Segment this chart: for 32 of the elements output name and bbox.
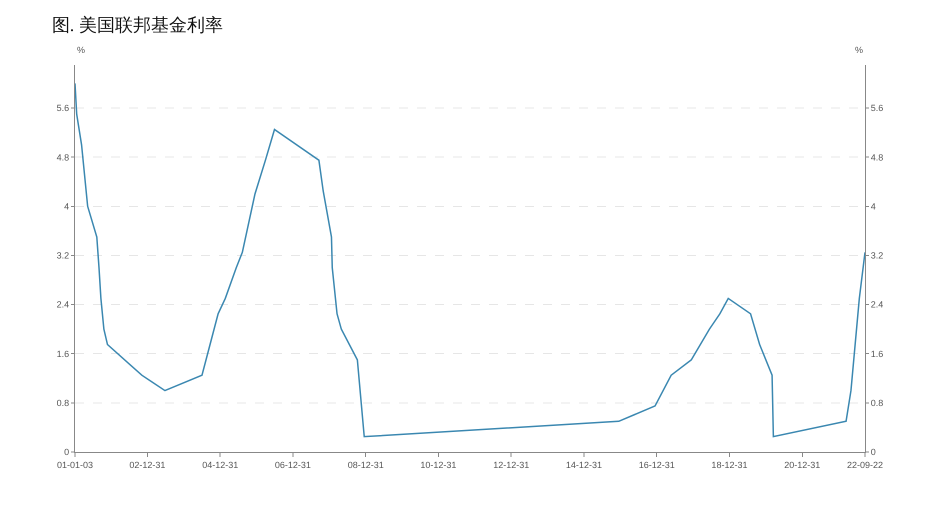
y-tick-label: 2.4 xyxy=(56,300,70,310)
x-tick-label: 12-12-31 xyxy=(493,460,530,470)
y-tick-label: 0.8 xyxy=(56,398,70,408)
line-series xyxy=(75,82,865,438)
y-tick-label: 5.6 xyxy=(56,103,70,114)
x-tick-label: 06-12-31 xyxy=(274,460,311,470)
y2-tick-label: 2.4 xyxy=(870,300,884,310)
y2-tick-label: 3.2 xyxy=(870,250,884,261)
y-tick-label: 4 xyxy=(64,201,70,212)
y-axis-title: % xyxy=(77,45,86,55)
y2-tick-label: 4 xyxy=(870,201,876,212)
x-tick-label: 14-12-31 xyxy=(566,460,602,470)
y2-tick-label: 0 xyxy=(870,447,876,458)
y2-axis-title: % xyxy=(855,45,864,55)
x-tick-label: 20-12-31 xyxy=(784,460,820,470)
y-tick-label: 0 xyxy=(64,447,70,458)
x-tick-label: 16-12-31 xyxy=(638,460,675,470)
x-tick-label: 01-01-03 xyxy=(56,460,94,470)
x-tick-label: 04-12-31 xyxy=(202,460,238,470)
y2-tick-label: 5.6 xyxy=(870,103,884,114)
y-tick-label: 3.2 xyxy=(56,250,70,261)
x-tick-label: 08-12-31 xyxy=(348,460,384,470)
x-tick-label: 22-09-22 xyxy=(846,460,884,470)
y-tick-label: 1.6 xyxy=(56,348,70,359)
y2-tick-label: 4.8 xyxy=(870,152,884,162)
x-tick-label: 18-12-31 xyxy=(711,460,748,470)
y2-tick-label: 1.6 xyxy=(870,348,884,359)
y2-tick-label: 0.8 xyxy=(870,398,884,408)
x-tick-label: 10-12-31 xyxy=(420,460,456,470)
x-tick-label: 02-12-31 xyxy=(129,460,166,470)
chart-title: 图. 美国联邦基金利率 xyxy=(52,14,223,35)
y-tick-label: 4.8 xyxy=(56,152,70,162)
